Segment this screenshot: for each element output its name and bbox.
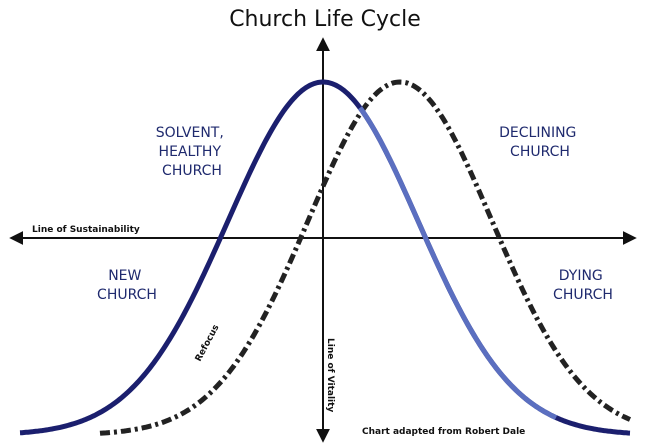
vitality-label: Line of Vitality bbox=[325, 338, 335, 412]
label-line: SOLVENT, bbox=[156, 125, 224, 141]
label-line: HEALTHY bbox=[159, 144, 222, 160]
label-line: CHURCH bbox=[510, 144, 570, 160]
refocus-curve bbox=[99, 79, 632, 436]
label-line: DECLINING bbox=[499, 125, 576, 141]
solvent-label: SOLVENT, HEALTHY CHURCH bbox=[156, 125, 229, 179]
refocus-label: Refocus bbox=[194, 323, 222, 363]
label-line: CHURCH bbox=[553, 287, 613, 303]
label-line: NEW bbox=[108, 268, 141, 284]
title: Church Life Cycle bbox=[229, 7, 421, 32]
dying-label: DYING CHURCH bbox=[553, 268, 613, 303]
label-line: CHURCH bbox=[97, 287, 157, 303]
label-line: DYING bbox=[559, 268, 603, 284]
credit: Chart adapted from Robert Dale bbox=[362, 427, 525, 437]
sustainability-label: Line of Sustainability bbox=[32, 225, 140, 235]
declining-label: DECLINING CHURCH bbox=[499, 125, 581, 160]
new-label: NEW CHURCH bbox=[97, 268, 157, 303]
decline-segment bbox=[357, 106, 558, 420]
label-line: CHURCH bbox=[162, 163, 222, 179]
